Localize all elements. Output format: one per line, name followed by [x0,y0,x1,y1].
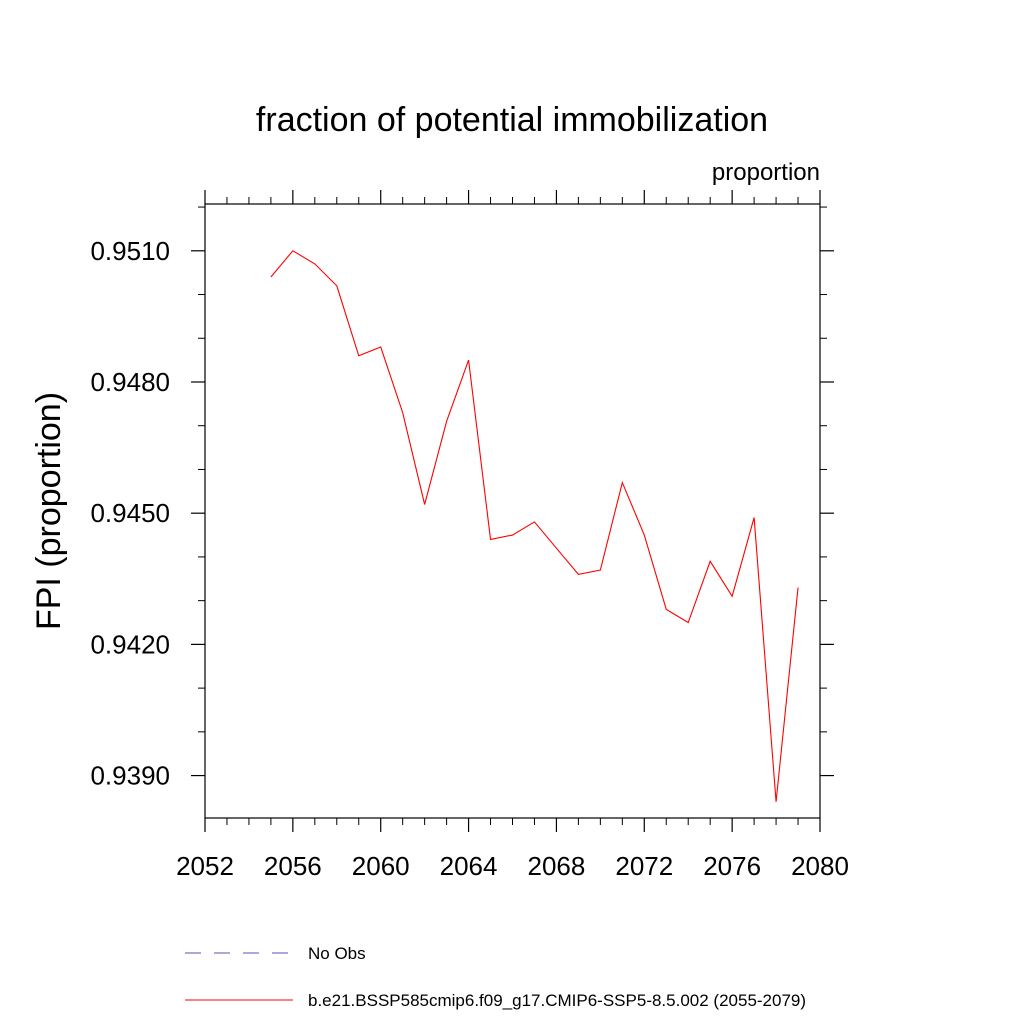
units-label: proportion [712,159,820,186]
y-tick-label: 0.9450 [90,498,170,528]
y-tick-label: 0.9390 [90,761,170,791]
series-layer [270,250,799,802]
x-tick-label: 2080 [791,851,849,881]
y-tick-label: 0.9510 [90,236,170,266]
plot-frame [204,203,821,819]
x-tick-label: 2056 [264,851,322,881]
y-tick-label: 0.9420 [90,629,170,659]
y-tick-label: 0.9480 [90,367,170,397]
x-tick-label: 2068 [528,851,586,881]
x-tick-label: 2064 [440,851,498,881]
x-tick-label: 2052 [176,851,234,881]
x-tick-label: 2072 [615,851,673,881]
series-line [270,250,799,802]
legend: No Obs b.e21.BSSP585cmip6.f09_g17.CMIP6-… [185,944,806,1010]
y-axis-label: FPI (proportion) [30,392,68,630]
x-tick-label: 2060 [352,851,410,881]
legend-label-model-run: b.e21.BSSP585cmip6.f09_g17.CMIP6-SSP5-8.… [308,991,806,1010]
axis-ticks: 2052 2056 2060 2064 2068 2072 2076 2080 0.9390 0.… [90,190,849,881]
legend-label-no-obs: No Obs [308,944,366,963]
chart-title: fraction of potential immobilization [256,101,768,139]
x-tick-label: 2076 [703,851,761,881]
